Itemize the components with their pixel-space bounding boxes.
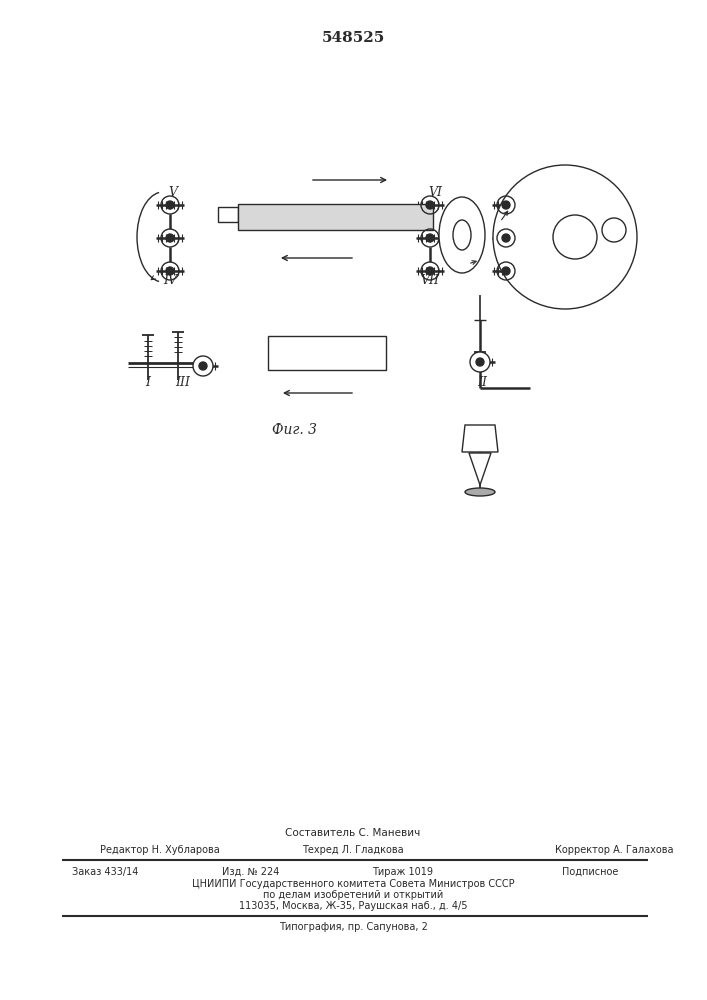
Text: 548525: 548525 xyxy=(322,31,385,45)
Text: III: III xyxy=(175,376,190,389)
Circle shape xyxy=(426,201,434,209)
Bar xyxy=(268,336,386,370)
Bar xyxy=(238,204,433,230)
Circle shape xyxy=(166,234,174,242)
Text: VI: VI xyxy=(428,186,442,200)
Text: V: V xyxy=(168,186,177,200)
Text: VII: VII xyxy=(421,273,440,286)
Text: Корректор А. Галахова: Корректор А. Галахова xyxy=(555,845,674,855)
Text: Тираж 1019: Тираж 1019 xyxy=(372,867,433,877)
Circle shape xyxy=(502,234,510,242)
Circle shape xyxy=(193,356,213,376)
Text: Типография, пр. Сапунова, 2: Типография, пр. Сапунова, 2 xyxy=(279,922,428,932)
Ellipse shape xyxy=(439,197,485,273)
Text: Заказ 433/14: Заказ 433/14 xyxy=(72,867,139,877)
Text: Техред Л. Гладкова: Техред Л. Гладкова xyxy=(302,845,404,855)
Text: Подписное: Подписное xyxy=(562,867,619,877)
Text: Составитель С. Маневич: Составитель С. Маневич xyxy=(286,828,421,838)
Ellipse shape xyxy=(453,220,471,250)
Ellipse shape xyxy=(553,215,597,259)
Circle shape xyxy=(502,201,510,209)
Bar xyxy=(218,207,238,222)
Circle shape xyxy=(502,267,510,275)
Circle shape xyxy=(602,218,626,242)
Text: ЦНИИПИ Государственного комитета Совета Министров СССР: ЦНИИПИ Государственного комитета Совета … xyxy=(192,879,514,889)
Circle shape xyxy=(426,267,434,275)
Circle shape xyxy=(493,165,637,309)
Text: I: I xyxy=(146,376,151,389)
Polygon shape xyxy=(469,453,491,485)
Text: II: II xyxy=(477,376,487,389)
Circle shape xyxy=(470,352,490,372)
Polygon shape xyxy=(462,425,498,452)
Text: VIII: VIII xyxy=(512,186,536,200)
Text: 113035, Москва, Ж-35, Раушская наб., д. 4/5: 113035, Москва, Ж-35, Раушская наб., д. … xyxy=(239,901,467,911)
Text: Редактор Н. Хубларова: Редактор Н. Хубларова xyxy=(100,845,220,855)
Text: IV: IV xyxy=(163,273,177,286)
Circle shape xyxy=(476,358,484,366)
Circle shape xyxy=(426,234,434,242)
Circle shape xyxy=(166,267,174,275)
Circle shape xyxy=(199,362,207,370)
Text: по делам изобретений и открытий: по делам изобретений и открытий xyxy=(263,890,443,900)
Text: Фиг. 3: Фиг. 3 xyxy=(272,423,317,437)
Text: Изд. № 224: Изд. № 224 xyxy=(222,867,279,877)
Ellipse shape xyxy=(465,488,495,496)
Circle shape xyxy=(166,201,174,209)
